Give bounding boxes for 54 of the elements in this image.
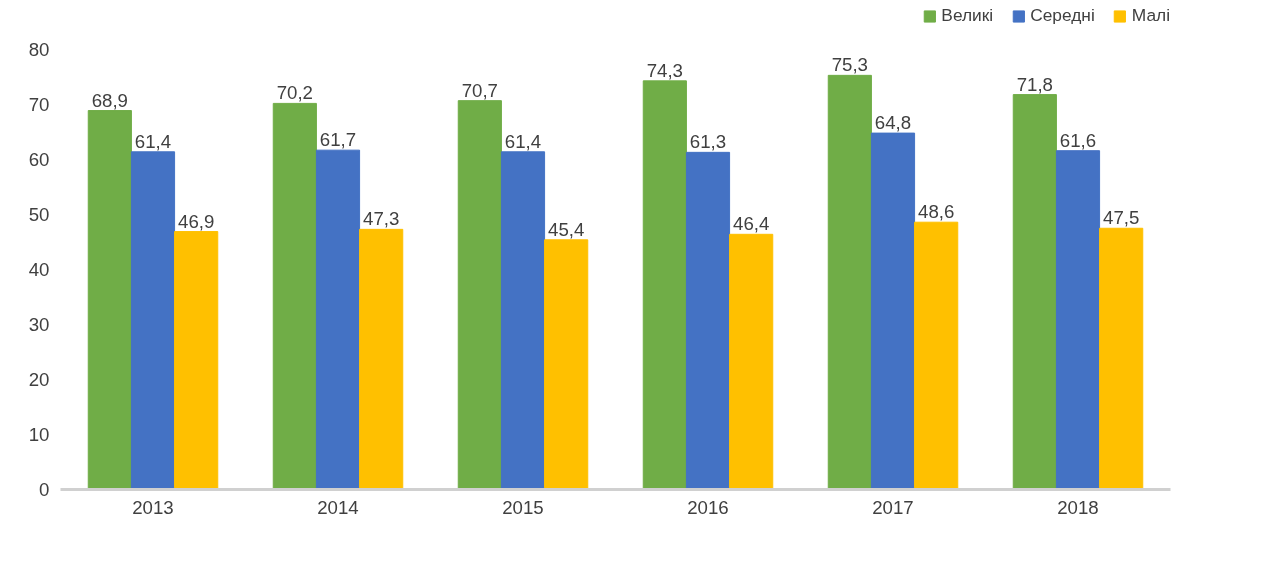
bar (500, 151, 546, 490)
bar (870, 132, 916, 490)
data-label: 75,3 (831, 54, 868, 76)
y-tick-label: 60 (28, 149, 50, 170)
data-label: 64,8 (874, 112, 912, 134)
bar (685, 151, 731, 490)
y-tick-label: 10 (28, 424, 50, 445)
legend-label: Великі (941, 5, 994, 26)
y-tick-label: 80 (28, 39, 50, 60)
y-tick-label: 50 (28, 204, 50, 225)
data-label: 68,9 (91, 89, 128, 111)
data-label: 61,4 (504, 130, 542, 152)
legend-label: Малі (1131, 5, 1170, 26)
data-label: 46,9 (178, 210, 215, 232)
y-tick-label: 0 (39, 479, 50, 500)
data-label: 70,7 (461, 79, 498, 101)
data-label: 61,3 (689, 131, 727, 153)
legend-label: Середні (1030, 5, 1095, 26)
data-label: 46,4 (733, 213, 770, 235)
bar (130, 151, 176, 490)
bar (272, 102, 317, 490)
data-label: 61,4 (134, 130, 172, 152)
bar (729, 233, 774, 490)
data-label: 61,6 (1059, 129, 1097, 151)
bar (827, 74, 872, 490)
x-tick-label: 2014 (317, 496, 359, 518)
data-label: 70,2 (276, 82, 313, 104)
data-label: 48,6 (918, 201, 955, 223)
bar (315, 149, 361, 490)
bar (642, 80, 687, 490)
x-tick-label: 2013 (132, 496, 174, 518)
data-label: 47,5 (1103, 207, 1140, 229)
bar (457, 100, 502, 490)
data-label: 47,3 (363, 208, 400, 230)
bar (1012, 94, 1057, 490)
x-tick-label: 2018 (1057, 496, 1099, 518)
x-tick-label: 2016 (687, 496, 729, 518)
data-label: 74,3 (646, 59, 683, 81)
bar (87, 110, 132, 490)
bar (174, 231, 219, 490)
y-tick-label: 40 (28, 259, 50, 280)
y-tick-label: 70 (28, 94, 50, 115)
data-label: 71,8 (1016, 73, 1053, 95)
data-label: 61,7 (319, 129, 357, 151)
bar (1055, 150, 1101, 490)
x-tick-label: 2015 (502, 496, 544, 518)
x-tick-label: 2017 (872, 496, 914, 518)
y-tick-label: 20 (28, 369, 50, 390)
bar (914, 221, 959, 490)
bar (359, 228, 404, 490)
bar (1099, 227, 1144, 490)
data-label: 45,4 (548, 218, 585, 240)
y-tick-label: 30 (28, 314, 50, 335)
bar (544, 239, 589, 490)
